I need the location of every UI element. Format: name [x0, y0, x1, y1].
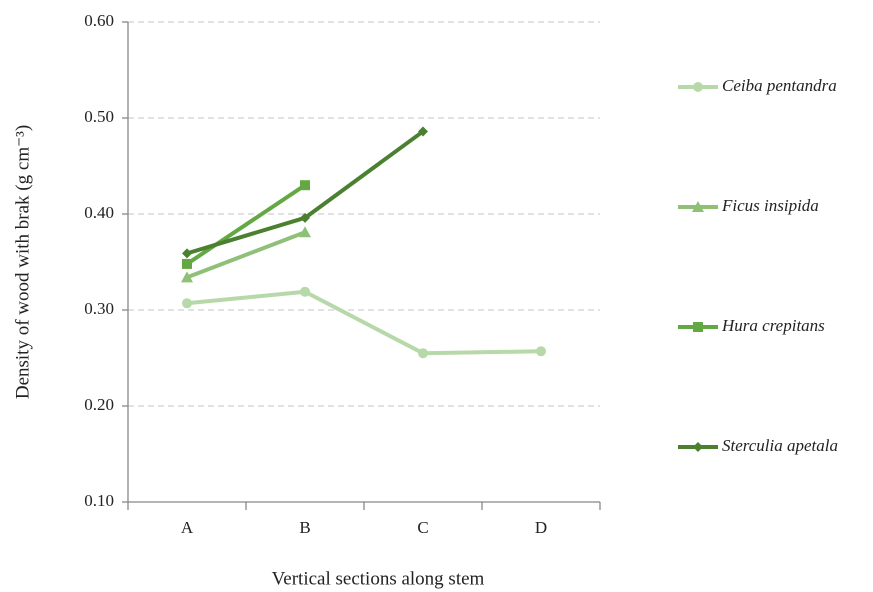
legend-marker [693, 442, 703, 452]
series-line [186, 289, 542, 356]
legend-label: Ceiba pentandra [722, 76, 837, 95]
point [536, 346, 546, 357]
point [181, 271, 193, 283]
y-axis-title: Density of wood with brak (g cm⁻³) [12, 125, 33, 399]
x-tick-label: B [299, 518, 310, 537]
point [182, 258, 192, 269]
point [182, 248, 192, 259]
point [418, 348, 428, 359]
y-tick-label: 0.30 [84, 299, 114, 318]
point [300, 180, 310, 191]
legend-marker [693, 322, 703, 332]
legend-label: Hura crepitans [721, 316, 825, 335]
x-tick-label: A [181, 518, 194, 537]
x-tick-label: D [535, 518, 547, 537]
point [300, 286, 310, 297]
point [300, 212, 310, 223]
y-tick-label: 0.50 [84, 107, 114, 126]
legend-marker [693, 82, 703, 92]
series-line [186, 230, 306, 280]
legend-label: Ficus insipida [721, 196, 819, 215]
legend-marker [692, 201, 704, 212]
point [418, 126, 428, 137]
y-tick-label: 0.60 [84, 11, 114, 30]
y-tick-label: 0.10 [84, 491, 114, 510]
legend-label: Sterculia apetala [722, 436, 838, 455]
y-tick-label: 0.40 [84, 203, 114, 222]
x-tick-label: C [417, 518, 428, 537]
series-line [185, 183, 307, 266]
point [299, 226, 311, 238]
y-tick-label: 0.20 [84, 395, 114, 414]
point [182, 298, 192, 309]
x-axis-title: Vertical sections along stem [272, 568, 485, 589]
